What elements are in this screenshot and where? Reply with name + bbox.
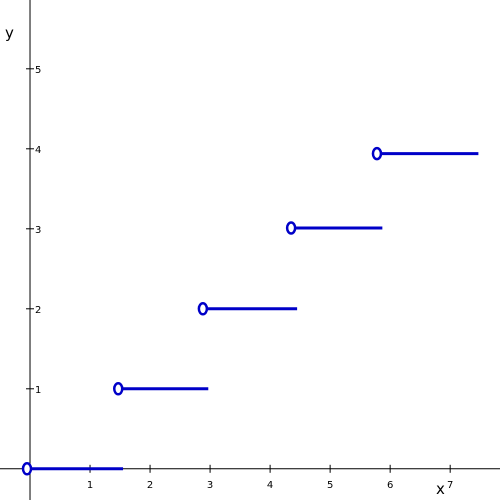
y-axis-label: y	[5, 24, 14, 42]
y-tick-label: 4	[35, 145, 41, 156]
open-endpoint	[112, 382, 124, 396]
x-tick-label: 2	[147, 480, 153, 491]
y-tick-label: 2	[35, 305, 41, 316]
open-endpoint	[285, 221, 297, 235]
x-axis-label: x	[436, 480, 445, 498]
x-tick-label: 5	[327, 480, 333, 491]
y-tick-label: 5	[35, 65, 41, 76]
open-endpoint	[371, 146, 383, 161]
x-tick-label: 3	[207, 480, 213, 491]
x-tick-label: 4	[267, 480, 273, 491]
x-tick-label: 6	[387, 480, 393, 491]
y-tick-label: 3	[35, 225, 41, 236]
x-tick-label: 7	[447, 480, 453, 491]
y-tick-label: 1	[35, 385, 41, 396]
x-tick-label: 1	[87, 480, 93, 491]
open-endpoint	[197, 302, 209, 316]
open-endpoint	[21, 462, 33, 476]
